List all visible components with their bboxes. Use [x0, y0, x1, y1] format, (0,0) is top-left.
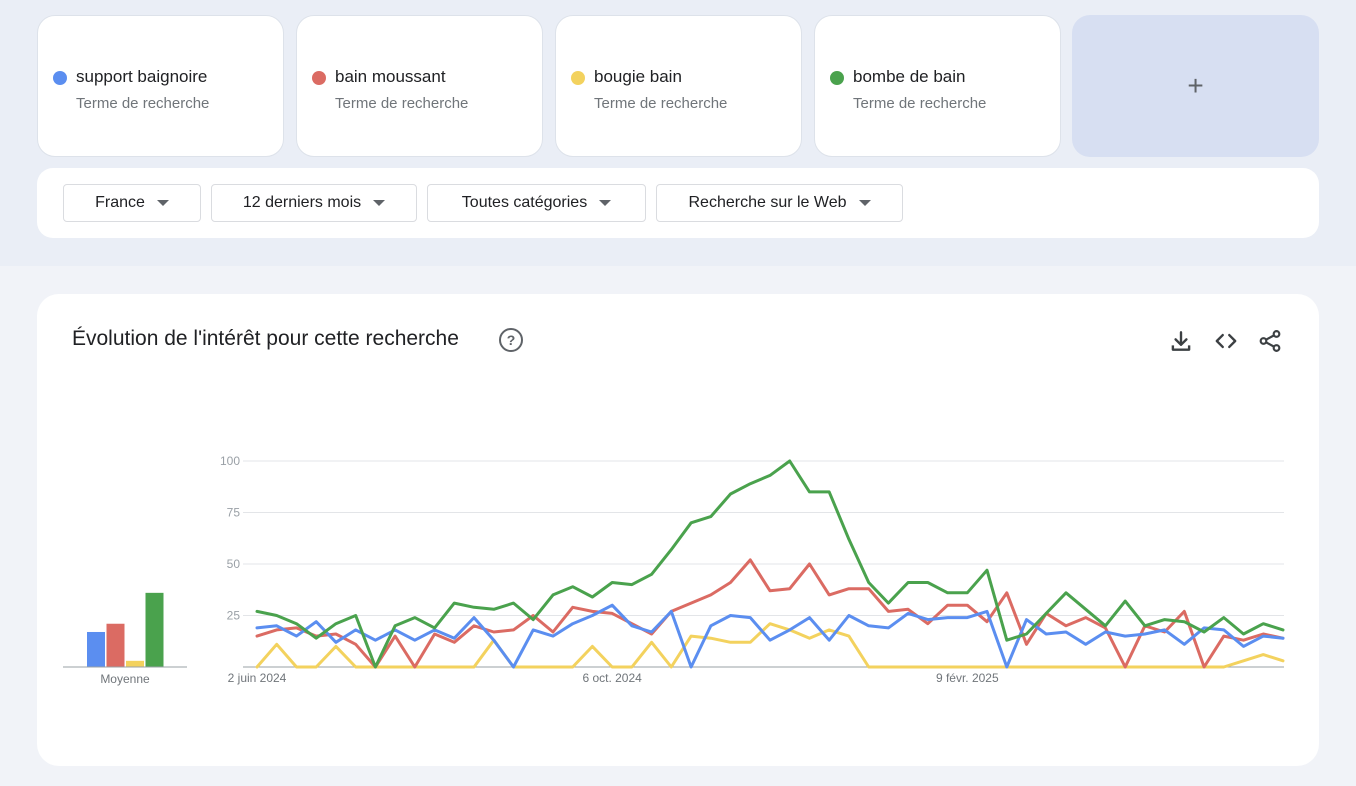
average-bar: [106, 623, 125, 667]
term-name: bombe de bain: [853, 67, 966, 86]
share-icon[interactable]: [1257, 328, 1283, 354]
term-name: bougie bain: [594, 67, 682, 86]
term-type: Terme de recherche: [76, 95, 210, 112]
period-value: 12 derniers mois: [242, 194, 362, 211]
region-dropdown[interactable]: France: [63, 184, 201, 222]
y-tick-label: 75: [227, 506, 241, 520]
caret-down-icon: [373, 200, 386, 206]
category-dropdown[interactable]: Toutes catégories: [427, 184, 646, 222]
caret-down-icon: [858, 200, 871, 206]
term-color-dot: [571, 71, 585, 85]
y-tick-label: 25: [227, 609, 241, 623]
line-chart-group: 25 50 75 100 2 juin 2024 6 oct. 2024 9 févr. 2…: [220, 454, 1285, 685]
series-line-bombe-de-bain: [255, 459, 1285, 669]
y-tick-label: 50: [227, 557, 241, 571]
caret-down-icon: [599, 200, 612, 206]
interest-over-time-card: Évolution de l'intérêt pour cette recher…: [37, 294, 1319, 766]
search-type-value: Recherche sur le Web: [688, 194, 847, 211]
term-color-dot: [830, 71, 844, 85]
download-icon[interactable]: [1168, 328, 1194, 354]
term-type: Terme de recherche: [594, 95, 728, 112]
average-bar: [87, 631, 105, 667]
average-bars-group: Moyenne: [63, 592, 187, 686]
term-card-bougie-bain[interactable]: bougie bain Terme de recherche: [555, 15, 802, 157]
average-bar: [145, 592, 164, 667]
chart-title: Évolution de l'intérêt pour cette recher…: [72, 327, 459, 350]
term-card-bombe-de-bain[interactable]: bombe de bain Terme de recherche: [814, 15, 1061, 157]
x-tick-label: 9 févr. 2025: [936, 671, 999, 685]
x-tick-label: 2 juin 2024: [228, 671, 287, 685]
add-term-button[interactable]: +: [1072, 15, 1319, 157]
series-line-support-baignoire: [255, 603, 1285, 669]
average-label: Moyenne: [100, 672, 150, 686]
period-dropdown[interactable]: 12 derniers mois: [211, 184, 417, 222]
term-name: bain moussant: [335, 67, 446, 86]
term-card-bain-moussant[interactable]: bain moussant Terme de recherche: [296, 15, 543, 157]
term-color-dot: [312, 71, 326, 85]
caret-down-icon: [156, 200, 169, 206]
term-card-support-baignoire[interactable]: support baignoire Terme de recherche: [37, 15, 284, 157]
term-type: Terme de recherche: [853, 95, 987, 112]
embed-code-icon[interactable]: [1213, 328, 1239, 354]
interest-chart: Moyenne 25 50 75 100 2 juin 2024 6 oct. 2024 9…: [63, 454, 1285, 686]
region-value: France: [95, 194, 145, 211]
filter-bar: France 12 derniers mois Toutes catégorie…: [37, 168, 1319, 238]
plus-icon: +: [1187, 70, 1204, 101]
search-type-dropdown[interactable]: Recherche sur le Web: [656, 184, 903, 222]
series-line-bougie-bain: [255, 622, 1285, 669]
help-icon[interactable]: ?: [499, 328, 523, 352]
term-color-dot: [53, 71, 67, 85]
y-tick-label: 100: [220, 454, 240, 468]
term-type: Terme de recherche: [335, 95, 469, 112]
series-line-bain-moussant: [255, 558, 1285, 669]
term-name: support baignoire: [76, 67, 208, 86]
x-tick-label: 6 oct. 2024: [582, 671, 642, 685]
category-value: Toutes catégories: [461, 194, 588, 211]
average-bar: [126, 660, 144, 667]
